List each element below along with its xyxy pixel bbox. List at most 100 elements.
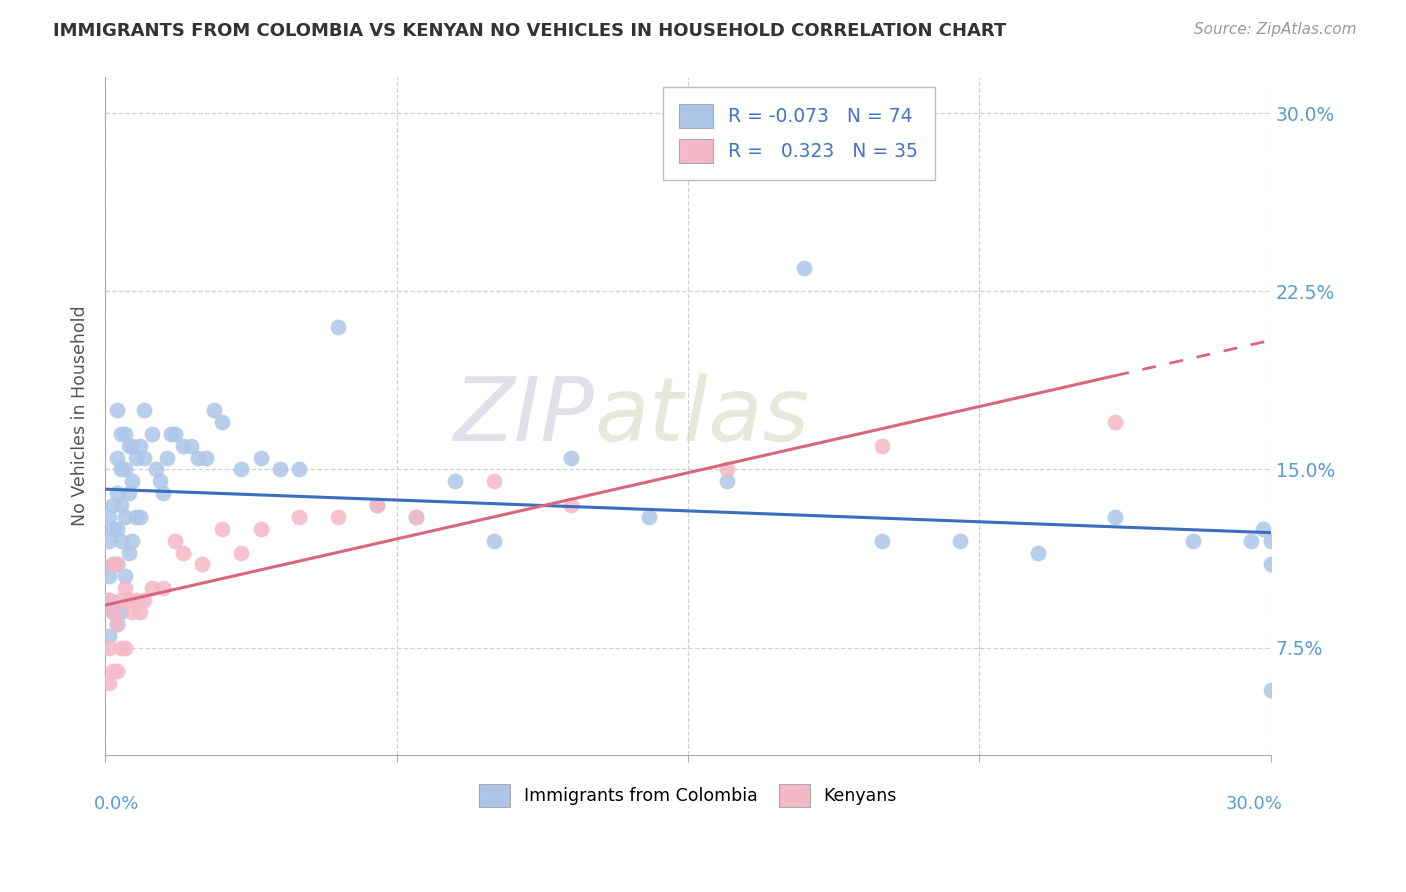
Point: [328, 319, 350, 334]
Point: [132, 403, 155, 417]
Point: [121, 533, 143, 548]
Point: [288, 462, 311, 476]
Point: [132, 450, 155, 465]
Point: [129, 439, 152, 453]
Point: [101, 498, 124, 512]
Point: [1260, 533, 1282, 548]
Point: [160, 426, 183, 441]
Point: [125, 510, 148, 524]
Point: [870, 533, 893, 548]
Text: Source: ZipAtlas.com: Source: ZipAtlas.com: [1194, 22, 1357, 37]
Point: [211, 415, 233, 429]
Point: [1181, 533, 1204, 548]
Point: [152, 581, 174, 595]
Point: [141, 426, 163, 441]
Point: [1251, 522, 1274, 536]
Point: [117, 439, 139, 453]
Point: [165, 426, 187, 441]
Point: [101, 605, 124, 619]
Point: [366, 498, 388, 512]
Point: [105, 486, 128, 500]
Point: [269, 462, 291, 476]
Point: [101, 665, 124, 679]
Point: [114, 569, 136, 583]
Point: [1104, 510, 1126, 524]
Point: [117, 546, 139, 560]
Point: [793, 260, 815, 275]
Point: [98, 533, 121, 548]
Point: [716, 462, 738, 476]
Point: [172, 546, 194, 560]
Point: [482, 475, 505, 489]
Point: [101, 558, 124, 572]
Point: [141, 581, 163, 595]
Point: [211, 522, 233, 536]
Point: [249, 450, 271, 465]
Point: [101, 522, 124, 536]
Point: [288, 510, 311, 524]
Point: [482, 533, 505, 548]
Point: [149, 475, 172, 489]
Point: [125, 450, 148, 465]
Point: [1104, 415, 1126, 429]
Point: [101, 558, 124, 572]
Point: [638, 510, 661, 524]
Point: [110, 605, 132, 619]
Point: [105, 450, 128, 465]
Point: [98, 676, 121, 690]
Point: [405, 510, 427, 524]
Point: [172, 439, 194, 453]
Point: [1240, 533, 1263, 548]
Point: [98, 593, 121, 607]
Point: [125, 593, 148, 607]
Point: [1260, 683, 1282, 698]
Text: 0.0%: 0.0%: [94, 795, 139, 814]
Point: [98, 569, 121, 583]
Point: [165, 533, 187, 548]
Point: [156, 450, 179, 465]
Point: [231, 546, 253, 560]
Point: [114, 640, 136, 655]
Point: [121, 475, 143, 489]
Point: [129, 605, 152, 619]
Text: atlas: atlas: [595, 373, 810, 459]
Point: [231, 462, 253, 476]
Point: [121, 439, 143, 453]
Point: [152, 486, 174, 500]
Point: [105, 558, 128, 572]
Point: [560, 450, 582, 465]
Point: [117, 486, 139, 500]
Point: [105, 616, 128, 631]
Point: [114, 581, 136, 595]
Point: [1260, 558, 1282, 572]
Point: [105, 522, 128, 536]
Point: [110, 498, 132, 512]
Point: [444, 475, 467, 489]
Point: [405, 510, 427, 524]
Point: [716, 475, 738, 489]
Point: [110, 640, 132, 655]
Y-axis label: No Vehicles in Household: No Vehicles in Household: [72, 306, 89, 526]
Point: [328, 510, 350, 524]
Point: [121, 605, 143, 619]
Text: ZIP: ZIP: [454, 373, 595, 459]
Point: [114, 510, 136, 524]
Point: [98, 510, 121, 524]
Point: [949, 533, 972, 548]
Point: [195, 450, 218, 465]
Point: [114, 426, 136, 441]
Point: [98, 593, 121, 607]
Point: [132, 593, 155, 607]
Point: [560, 498, 582, 512]
Point: [105, 558, 128, 572]
Point: [129, 510, 152, 524]
Text: 30.0%: 30.0%: [1226, 795, 1282, 814]
Point: [98, 640, 121, 655]
Point: [202, 403, 225, 417]
Point: [180, 439, 202, 453]
Point: [110, 426, 132, 441]
Point: [110, 533, 132, 548]
Point: [870, 439, 893, 453]
Legend: Immigrants from Colombia, Kenyans: Immigrants from Colombia, Kenyans: [472, 778, 904, 814]
Point: [145, 462, 167, 476]
